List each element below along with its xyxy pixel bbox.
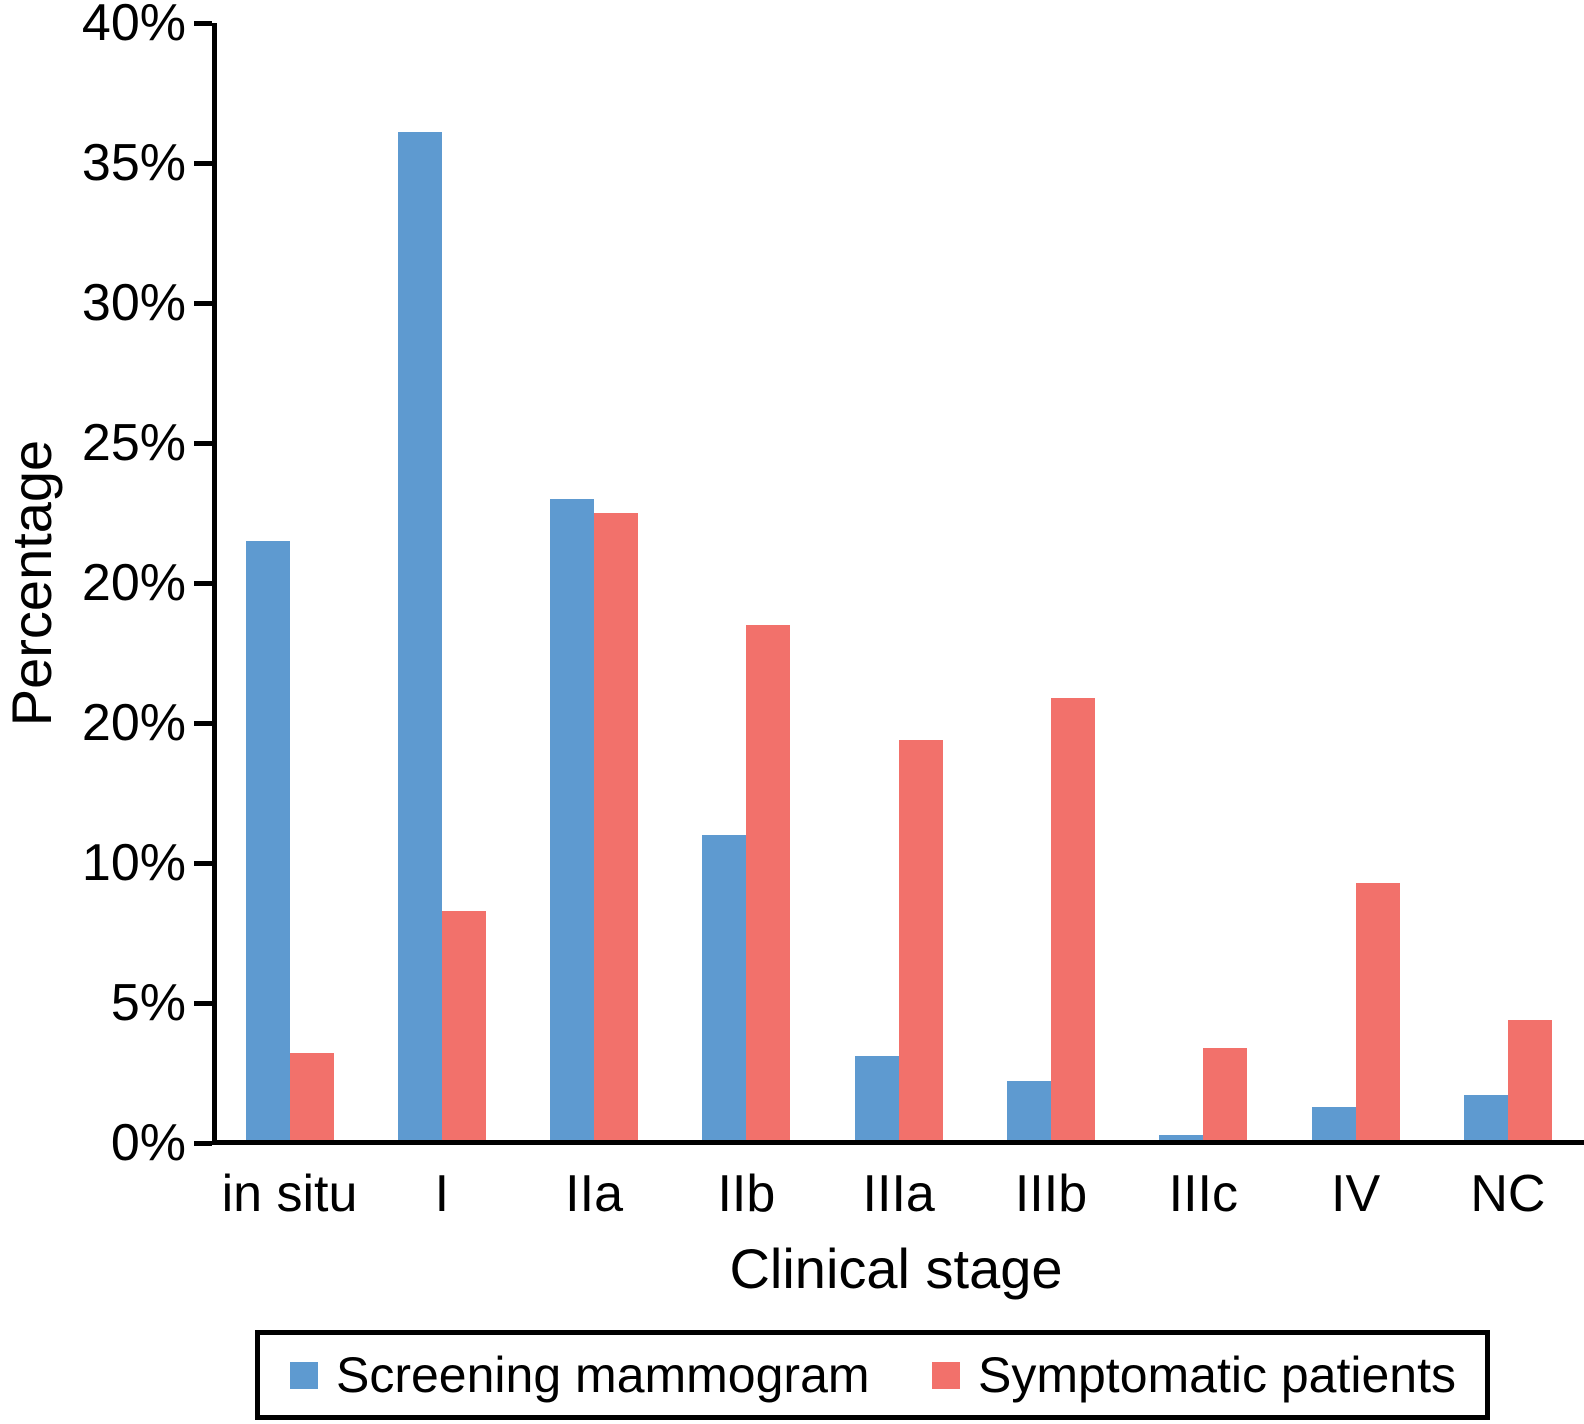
y-tick-label: 10%	[81, 834, 186, 892]
y-tick-label: 35%	[81, 134, 186, 192]
y-tick-label: 5%	[110, 974, 186, 1032]
legend: Screening mammogram Symptomatic patients	[255, 1330, 1490, 1420]
legend-item-screening: Screening mammogram	[290, 1335, 870, 1415]
y-tick-label: 0%	[110, 1114, 186, 1172]
bar-screening-iiia	[854, 1056, 899, 1143]
y-tick-mark	[194, 580, 212, 586]
x-category-label: IIb	[717, 1165, 776, 1223]
y-tick-label: 30%	[81, 274, 186, 332]
x-category-label: IIIc	[1168, 1165, 1238, 1223]
x-category-label: I	[434, 1165, 450, 1223]
y-tick-mark	[194, 440, 212, 446]
y-tick-mark	[194, 860, 212, 866]
bar-symptomatic-in-situ	[289, 1053, 334, 1143]
y-tick-mark	[194, 160, 212, 166]
bar-symptomatic-iiib	[1051, 697, 1095, 1143]
y-tick-mark	[194, 720, 212, 726]
y-tick-mark	[194, 1140, 212, 1146]
bar-symptomatic-iiia	[898, 739, 943, 1143]
y-tick-label: 20%	[81, 694, 186, 752]
y-tick-mark	[194, 300, 212, 306]
bar-symptomatic-iv	[1355, 882, 1400, 1143]
x-category-label: IV	[1331, 1165, 1381, 1223]
bar-symptomatic-iib	[746, 625, 791, 1143]
y-tick-mark	[194, 1000, 212, 1006]
bar-symptomatic-iia	[594, 513, 639, 1143]
x-category-label: in situ	[221, 1165, 358, 1223]
bar-screening-iiib	[1007, 1081, 1051, 1143]
x-axis-line	[212, 1140, 1584, 1145]
x-category-label: NC	[1470, 1165, 1546, 1223]
bar-screening-nc	[1463, 1095, 1508, 1143]
legend-label-screening: Screening mammogram	[336, 1347, 870, 1403]
legend-item-symptomatic: Symptomatic patients	[932, 1335, 1456, 1415]
bar-symptomatic-iiic	[1203, 1047, 1248, 1143]
y-tick-label: 25%	[81, 414, 186, 472]
screening-mammogram-swatch-icon	[290, 1361, 318, 1389]
bar-screening-in-situ	[245, 541, 290, 1143]
bar-symptomatic-i	[441, 910, 486, 1143]
y-tick-label: 40%	[81, 0, 186, 52]
y-axis-line	[212, 23, 217, 1145]
bar-symptomatic-nc	[1507, 1019, 1552, 1143]
symptomatic-patients-swatch-icon	[932, 1361, 960, 1389]
y-tick-label: 20%	[81, 554, 186, 612]
bar-screening-iiic	[1159, 1134, 1204, 1143]
x-category-label: IIa	[565, 1165, 623, 1223]
bar-screening-iia	[550, 499, 595, 1143]
bar-screening-iib	[702, 835, 747, 1143]
x-axis-title: Clinical stage	[729, 1237, 1063, 1300]
bar-screening-i	[397, 132, 442, 1143]
x-category-label: IIIa	[862, 1165, 935, 1223]
y-tick-mark	[194, 20, 212, 26]
bar-screening-iv	[1311, 1106, 1356, 1143]
legend-label-symptomatic: Symptomatic patients	[978, 1347, 1456, 1403]
x-category-label: IIIb	[1014, 1165, 1088, 1223]
